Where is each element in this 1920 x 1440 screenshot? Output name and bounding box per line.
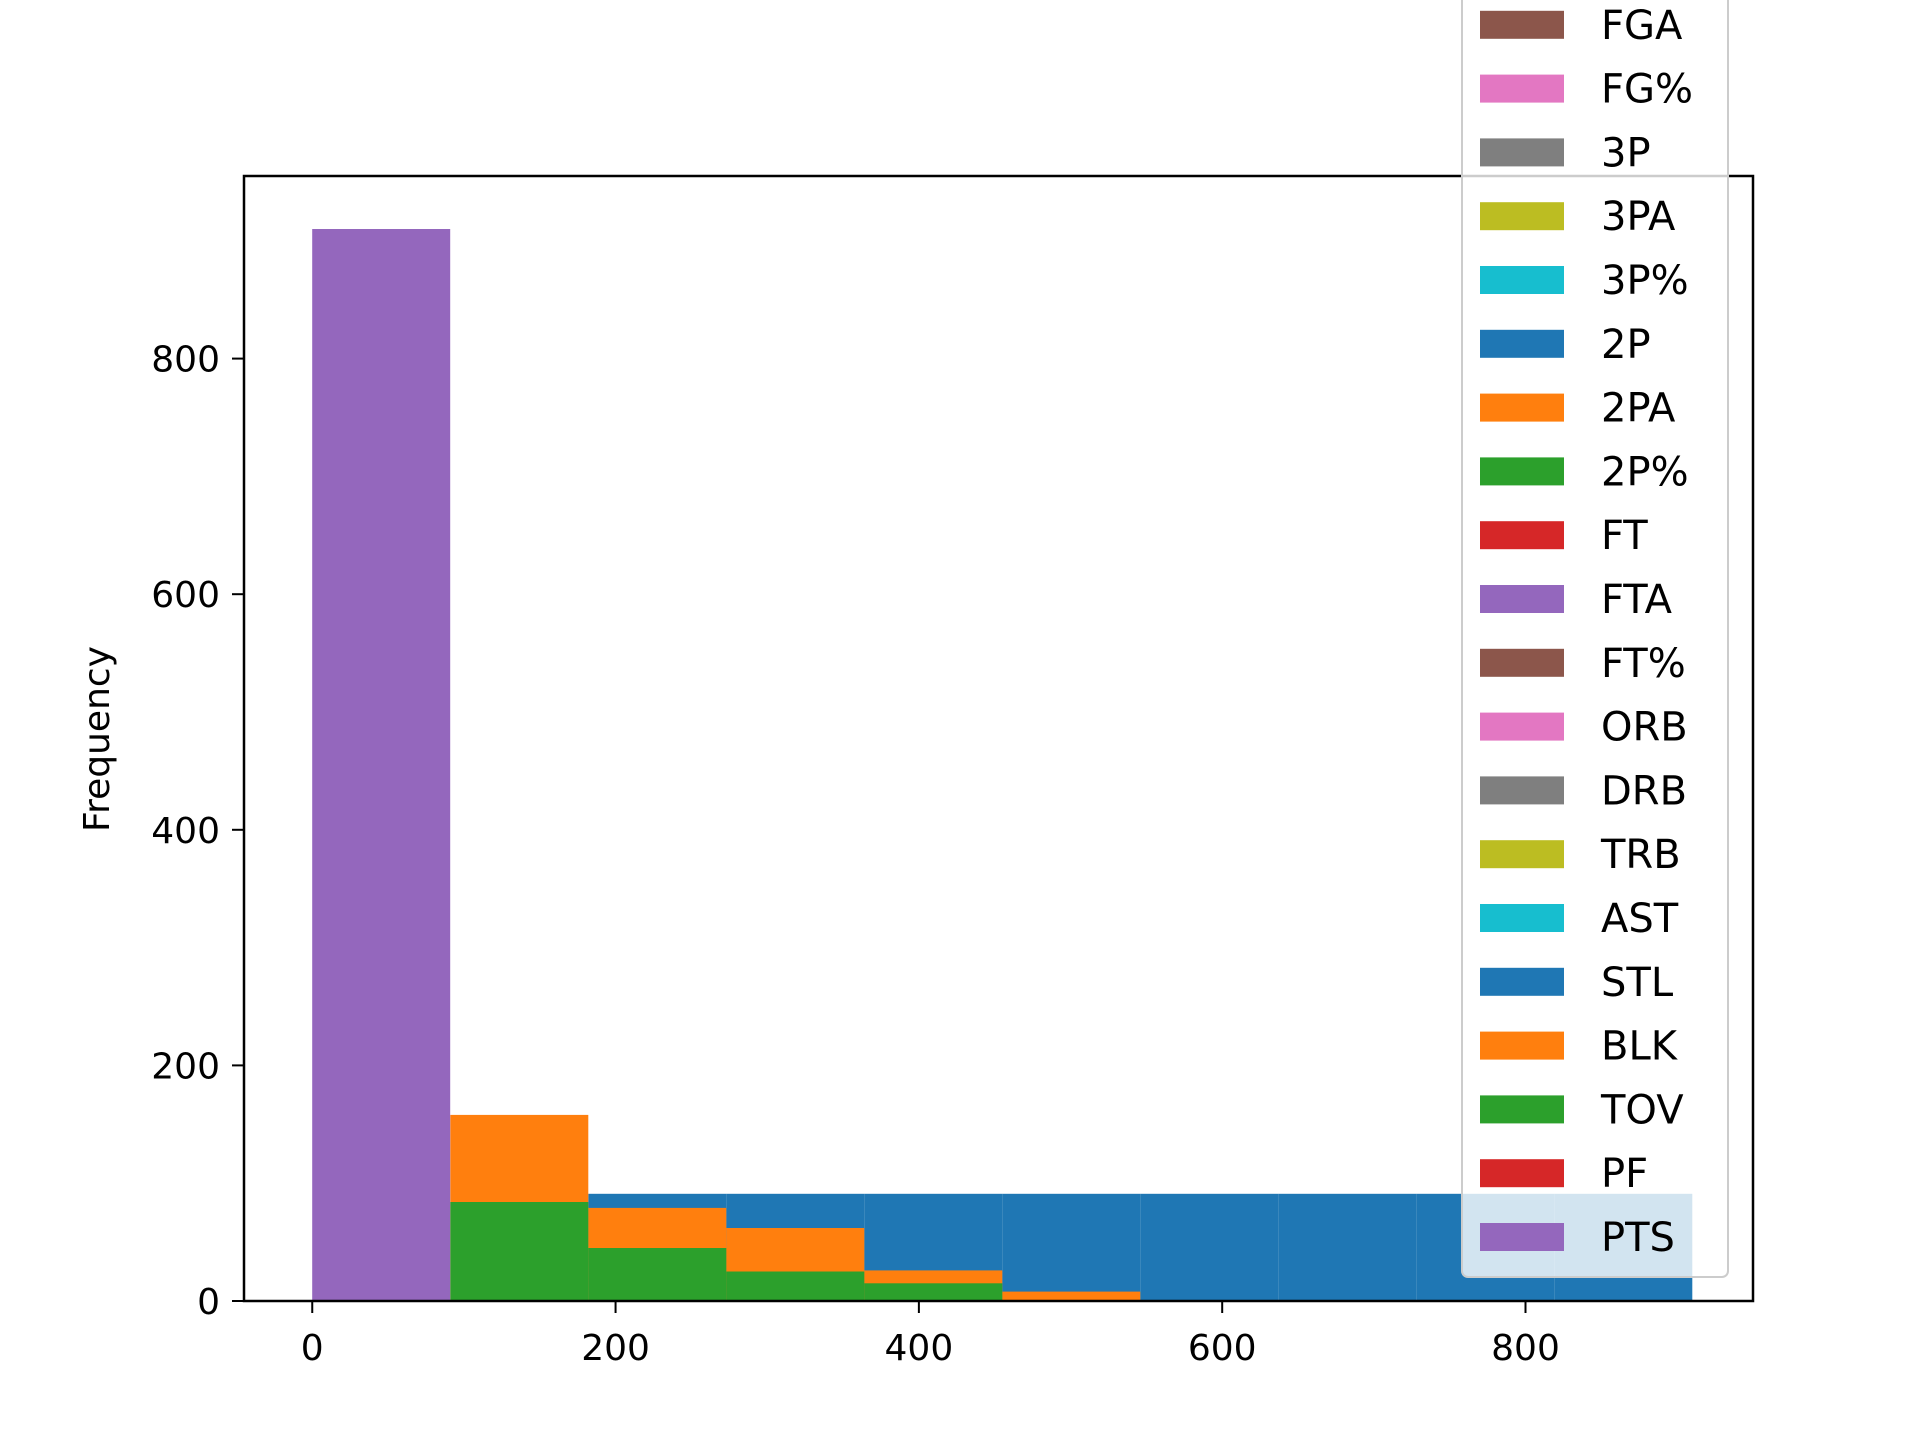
legend-swatch-3P: [1480, 138, 1564, 167]
legend-label-2P%: 2P%: [1601, 449, 1689, 495]
x-tick-label: 200: [581, 1328, 650, 1369]
legend-label-3P%: 3P%: [1601, 258, 1689, 304]
legend-swatch-PF: [1480, 1159, 1564, 1188]
legend-swatch-2P: [1480, 329, 1564, 358]
legend-swatch-FGA: [1480, 10, 1564, 39]
legend-label-FG%: FG%: [1601, 67, 1693, 113]
x-tick-label: 400: [885, 1328, 954, 1369]
axes-frame: [242, 174, 1755, 1303]
x-tick-label: 600: [1188, 1328, 1257, 1369]
legend-label-FGA: FGA: [1601, 3, 1683, 49]
legend-label-2PA: 2PA: [1601, 386, 1676, 432]
legend-swatch-BLK: [1480, 1031, 1564, 1060]
bar-2P%-bin-1: [450, 1202, 589, 1301]
legend-swatch-FTA: [1480, 585, 1564, 613]
y-tick-label: 200: [151, 1046, 220, 1087]
legend-label-TOV: TOV: [1600, 1087, 1684, 1133]
legend-label-FT: FT: [1601, 513, 1648, 559]
bar-2P-bin-5: [1002, 1193, 1141, 1301]
y-tick-label: 400: [151, 811, 220, 852]
x-tick-label: 0: [301, 1328, 324, 1369]
legend-label-PF: PF: [1601, 1151, 1648, 1197]
y-axis-ticks: 0 200 400 600 800: [151, 340, 244, 1323]
legend-label-2P: 2P: [1601, 322, 1651, 368]
legend-swatch-STL: [1480, 967, 1564, 996]
legend-swatch-TOV: [1480, 1095, 1564, 1124]
legend-swatch-FT%: [1480, 648, 1564, 677]
legend-swatch-3PA: [1480, 202, 1564, 231]
legend-label-BLK: BLK: [1601, 1024, 1679, 1070]
bar-2P%-bin-4: [864, 1283, 1003, 1301]
legend-swatch-FG%: [1480, 74, 1564, 103]
legend-swatch-FT: [1480, 521, 1564, 550]
legend-swatch-3P%: [1480, 266, 1564, 294]
legend-label-FTA: FTA: [1601, 577, 1673, 623]
legend: FGA FG% 3P 3PA 3P% 2P 2PA 2P% FT FTA FT% ORB DRB TRB A…: [1461, 0, 1729, 1278]
legend-swatch-2P%: [1480, 457, 1564, 486]
legend-swatch-TRB: [1480, 840, 1564, 869]
bar-2P%-bin-3: [726, 1271, 865, 1301]
legend-label-TRB: TRB: [1600, 832, 1681, 878]
bar-2PA-bin-5: [1002, 1291, 1141, 1301]
legend-swatch-AST: [1480, 904, 1564, 932]
bar-2P-bin-6: [1140, 1193, 1279, 1301]
legend-label-ORB: ORB: [1601, 705, 1688, 751]
legend-swatch-2PA: [1480, 393, 1564, 422]
legend-label-FT%: FT%: [1601, 641, 1686, 687]
bar-2P-bin-7: [1278, 1193, 1417, 1301]
legend-label-STL: STL: [1601, 960, 1674, 1006]
legend-swatch-PTS: [1480, 1223, 1564, 1251]
x-tick-label: 800: [1491, 1328, 1560, 1369]
legend-label-3P: 3P: [1601, 130, 1651, 176]
y-axis-label: Frequency: [77, 646, 118, 832]
legend-swatch-DRB: [1480, 776, 1564, 805]
legend-swatch-ORB: [1480, 712, 1564, 741]
bar-2P%-bin-2: [588, 1248, 727, 1301]
legend-label-AST: AST: [1601, 896, 1679, 942]
bar-PTS-bin-0: [312, 229, 451, 1301]
legend-box: [1461, 0, 1729, 1278]
y-tick-label: 800: [151, 340, 220, 381]
legend-label-DRB: DRB: [1601, 768, 1687, 814]
legend-label-PTS: PTS: [1601, 1215, 1675, 1261]
y-tick-label: 600: [151, 575, 220, 616]
legend-label-3PA: 3PA: [1601, 194, 1676, 240]
x-axis-ticks: 0 200 400 600 800: [301, 1301, 1560, 1369]
y-tick-label: 0: [197, 1282, 220, 1323]
